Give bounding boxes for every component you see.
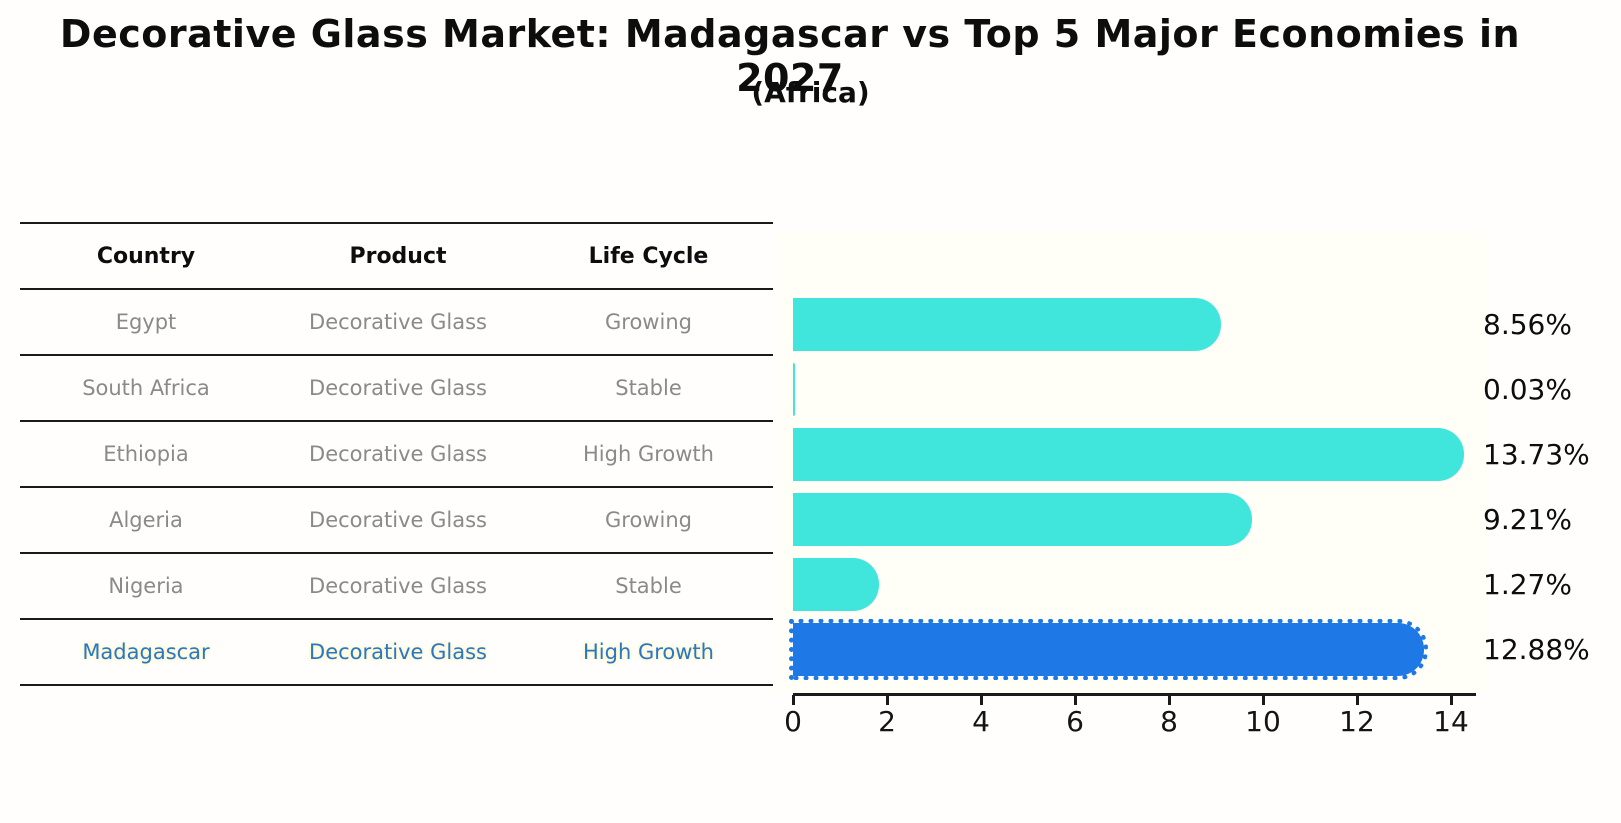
cell-life-cycle: Growing xyxy=(605,508,692,532)
bar-south-africa xyxy=(793,363,795,416)
x-tick-mark-4 xyxy=(980,695,983,705)
value-label-nigeria: 1.27% xyxy=(1483,568,1572,601)
value-label-algeria: 9.21% xyxy=(1483,503,1572,536)
table-row-south-africa: South Africa Decorative Glass Stable xyxy=(20,354,773,420)
table-row-nigeria: Nigeria Decorative Glass Stable xyxy=(20,552,773,618)
cell-country: Nigeria xyxy=(108,574,184,598)
x-tick-label-2: 2 xyxy=(878,705,896,738)
table-row-algeria: Algeria Decorative Glass Growing xyxy=(20,486,773,552)
cell-product: Decorative Glass xyxy=(309,508,487,532)
chart-title: Decorative Glass Market: Madagascar vs T… xyxy=(59,12,1521,100)
table-body: Egypt Decorative Glass Growing South Africa… xyxy=(20,288,773,686)
x-tick-mark-10 xyxy=(1262,695,1265,705)
x-tick-label-4: 4 xyxy=(972,705,990,738)
country-table: Country Product Life Cycle Egypt Decorati… xyxy=(20,222,773,686)
x-tick-mark-6 xyxy=(1074,695,1077,705)
x-tick-label-14: 14 xyxy=(1433,705,1469,738)
cell-country: South Africa xyxy=(82,376,210,400)
cell-product: Decorative Glass xyxy=(309,640,487,664)
x-axis-line xyxy=(793,693,1476,696)
table-header-row: Country Product Life Cycle xyxy=(20,222,773,288)
x-tick-label-10: 10 xyxy=(1245,705,1281,738)
x-tick-label-0: 0 xyxy=(784,705,802,738)
bar-ethiopia xyxy=(793,428,1465,481)
cell-product: Decorative Glass xyxy=(309,442,487,466)
value-label-ethiopia: 13.73% xyxy=(1483,438,1590,471)
chart-subtitle: (Africa) xyxy=(751,76,870,109)
cell-life-cycle: Stable xyxy=(615,574,682,598)
x-tick-mark-14 xyxy=(1450,695,1453,705)
x-tick-label-8: 8 xyxy=(1160,705,1178,738)
cell-life-cycle: Growing xyxy=(605,310,692,334)
x-tick-mark-12 xyxy=(1356,695,1359,705)
cell-life-cycle: High Growth xyxy=(583,640,714,664)
x-tick-mark-0 xyxy=(792,695,795,705)
bar-nigeria xyxy=(793,558,879,611)
x-tick-label-12: 12 xyxy=(1339,705,1375,738)
column-header-life-cycle: Life Cycle xyxy=(588,243,709,269)
x-tick-mark-8 xyxy=(1168,695,1171,705)
cell-life-cycle: High Growth xyxy=(583,442,714,466)
column-header-country: Country xyxy=(96,243,196,269)
cell-product: Decorative Glass xyxy=(309,310,487,334)
bar-algeria xyxy=(793,493,1252,546)
cell-country: Ethiopia xyxy=(103,442,189,466)
bar-egypt xyxy=(793,298,1222,351)
x-tick-label-6: 6 xyxy=(1066,705,1084,738)
cell-country: Egypt xyxy=(115,310,177,334)
cell-country: Algeria xyxy=(109,508,183,532)
cell-country: Madagascar xyxy=(82,640,210,664)
value-label-egypt: 8.56% xyxy=(1483,308,1572,341)
table-row-egypt: Egypt Decorative Glass Growing xyxy=(20,288,773,354)
bar-madagascar xyxy=(788,619,1429,680)
cell-product: Decorative Glass xyxy=(309,574,487,598)
column-header-product: Product xyxy=(349,243,447,269)
cell-life-cycle: Stable xyxy=(615,376,682,400)
table-row-madagascar: Madagascar Decorative Glass High Growth xyxy=(20,618,773,686)
value-label-south-africa: 0.03% xyxy=(1483,373,1572,406)
value-label-madagascar: 12.88% xyxy=(1483,633,1590,666)
cell-product: Decorative Glass xyxy=(309,376,487,400)
table-row-ethiopia: Ethiopia Decorative Glass High Growth xyxy=(20,420,773,486)
x-tick-mark-2 xyxy=(886,695,889,705)
